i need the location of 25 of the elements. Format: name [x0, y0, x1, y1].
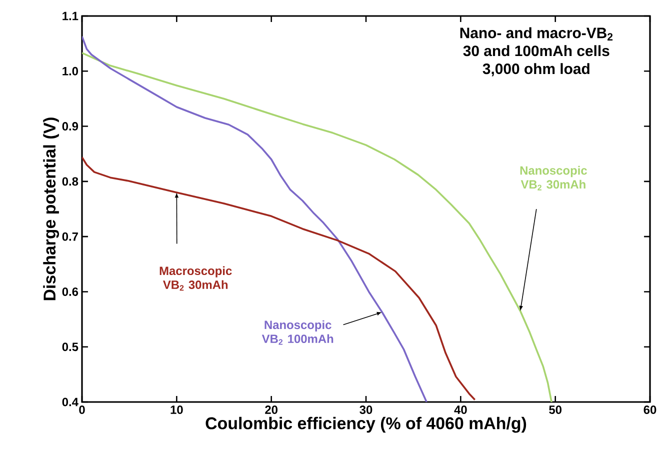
y-tick-label: 0.7	[62, 232, 78, 241]
x-axis-title: Coulombic efficiency (% of 4060 mAh/g)	[206, 416, 526, 433]
x-tick-label: 20	[265, 406, 278, 414]
annotation: 3,000 ohm load	[482, 63, 590, 76]
x-tick-label: 50	[549, 406, 562, 414]
x-tick-label: 10	[170, 406, 183, 414]
text: Nanoscopic VB$_{2}$ 100mAh	[262, 320, 334, 345]
x-tick-label: 60	[644, 406, 656, 414]
y-axis-title: Discharge potential (V)	[43, 118, 60, 300]
text: Macroscopic VB$_{2}$ 30mAh	[160, 266, 232, 291]
y-tick-label: 0.8	[62, 177, 78, 186]
line-series	[82, 36, 428, 402]
x-tick-label: 40	[454, 406, 467, 414]
y-tick-label: 0.9	[62, 122, 78, 131]
y-tick-label: 0.5	[62, 342, 78, 352]
y-tick-label: 0.6	[62, 287, 78, 296]
y-tick-label: 0.4	[62, 398, 78, 406]
x-tick-label: 30	[360, 406, 372, 414]
line-series	[82, 156, 476, 401]
x-tick-label: 0	[79, 406, 85, 414]
y-tick-label: 1.1	[62, 12, 78, 20]
text: Nanoscopic VB$_{2}$ 30mAh	[520, 166, 587, 190]
annotation: 30 and 100mAh cells	[463, 45, 610, 56]
annotation: Nano- and macro-VB$_{2}$	[460, 27, 613, 40]
y-tick-label: 1.0	[62, 66, 78, 76]
